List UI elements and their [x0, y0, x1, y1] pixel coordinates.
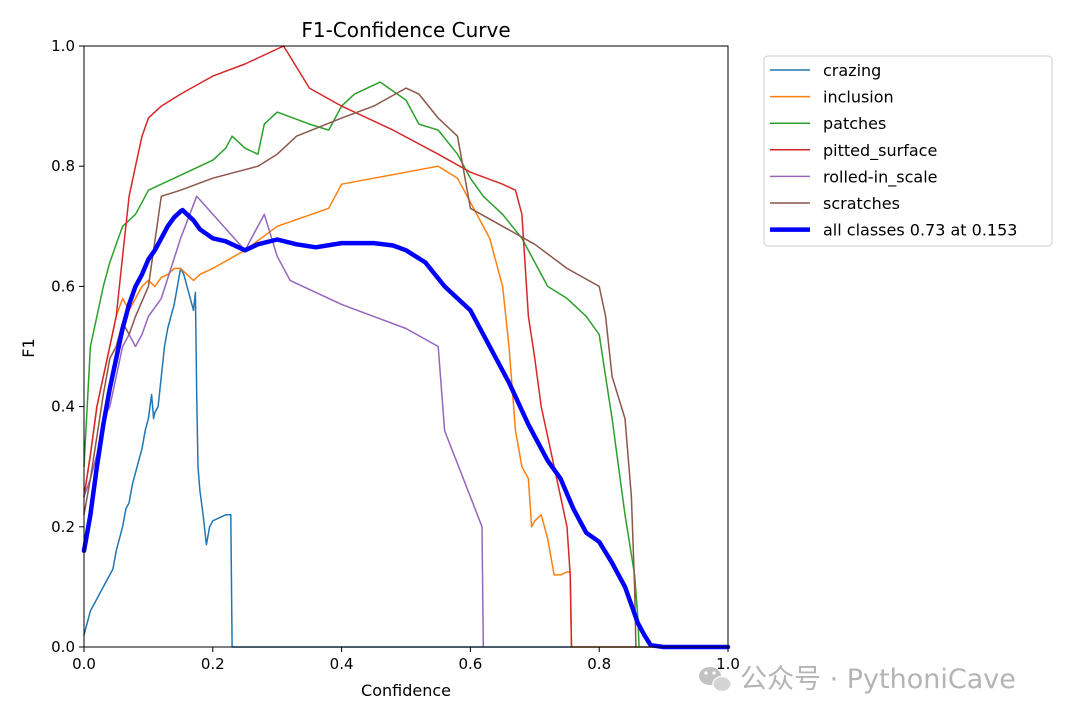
- legend: crazing inclusion patches pitted_surfacerol…: [763, 55, 1053, 247]
- series-line-crazing: [83, 267, 729, 648]
- y-tick-label: 0.4: [51, 398, 75, 416]
- axes-frame: [83, 45, 729, 648]
- x-tick-label: 0.8: [587, 655, 611, 673]
- series-layer: [81, 45, 731, 650]
- x-axis-label: Confidence: [361, 681, 451, 700]
- y-tick-label: 0.2: [51, 518, 75, 536]
- x-tick-label: 0.4: [330, 655, 354, 673]
- y-tick-label: 0.8: [51, 157, 75, 175]
- watermark-text: 公众号 · PythoniCave: [740, 664, 1016, 695]
- legend-label-patches: patches: [823, 114, 886, 133]
- legend-label-all-classes: all classes 0.73 at 0.153: [823, 221, 1017, 240]
- legend-label-rolled-in-scale: rolled-in_scale: [823, 167, 938, 187]
- y-axis: 0.0 0.2 0.4 0.6 0.8 1.0: [51, 37, 84, 656]
- legend-items: crazing inclusion patches pitted_surfacerol…: [770, 61, 1017, 240]
- series-line-inclusion: [83, 165, 729, 648]
- legend-label-scratches: scratches: [823, 194, 900, 213]
- legend-label-crazing: crazing: [823, 61, 881, 80]
- legend-label-pitted-surface: pitted_surface: [823, 141, 937, 161]
- y-tick-label: 0.6: [51, 277, 75, 295]
- legend-label-inclusion: inclusion: [823, 88, 894, 107]
- y-tick-label: 1.0: [51, 37, 75, 55]
- wechat-icon: [699, 667, 732, 693]
- x-tick-label: 0.2: [201, 655, 225, 673]
- series-line-all-classes: [81, 207, 731, 650]
- series-line-patches: [83, 81, 640, 648]
- x-axis: 0.0 0.2 0.4 0.6 0.8 1.0: [72, 647, 740, 673]
- plot-area: [81, 45, 731, 650]
- x-tick-label: 0.6: [458, 655, 482, 673]
- chart-title: F1-Confidence Curve: [301, 18, 510, 42]
- legend-box: [763, 55, 1053, 247]
- x-tick-label: 1.0: [716, 655, 740, 673]
- y-tick-label: 0.0: [51, 638, 75, 656]
- y-axis-label: F1: [19, 338, 38, 357]
- x-tick-label: 0.0: [72, 655, 96, 673]
- watermark: 公众号 · PythoniCave: [699, 664, 1016, 695]
- series-line-pitted-surface: [83, 45, 573, 648]
